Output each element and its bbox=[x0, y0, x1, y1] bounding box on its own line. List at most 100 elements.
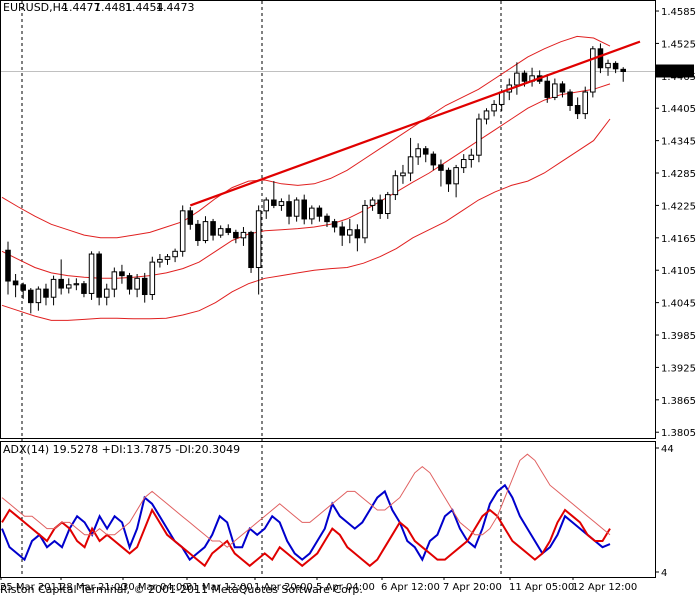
candle-body bbox=[240, 231, 247, 239]
candle bbox=[73, 278, 80, 291]
candle-body bbox=[400, 172, 406, 177]
candle-body bbox=[324, 215, 330, 223]
candle bbox=[597, 43, 604, 74]
price-tick-label: 1.4285 bbox=[661, 169, 696, 180]
time-tick-label: 1 Apr 20:00 bbox=[254, 582, 313, 593]
candle bbox=[415, 143, 421, 165]
candle bbox=[324, 213, 330, 228]
candle-body bbox=[468, 154, 475, 161]
candle bbox=[354, 224, 361, 252]
candle-body bbox=[263, 199, 270, 212]
candle bbox=[240, 227, 247, 246]
candle bbox=[50, 275, 57, 306]
candle-body bbox=[514, 72, 520, 86]
candle bbox=[612, 61, 619, 74]
candle-body bbox=[217, 228, 224, 236]
candle-body bbox=[119, 271, 125, 277]
candle bbox=[491, 100, 497, 117]
adx-panel-frame bbox=[0, 441, 656, 578]
candle-body bbox=[316, 207, 323, 217]
candle bbox=[43, 283, 49, 306]
candle bbox=[126, 272, 133, 295]
candle-body bbox=[438, 164, 444, 171]
candle-body bbox=[354, 229, 361, 239]
candle bbox=[605, 59, 611, 76]
candle bbox=[331, 218, 338, 233]
candle bbox=[187, 207, 194, 230]
candle bbox=[88, 251, 95, 300]
candle bbox=[316, 205, 323, 222]
price-tick-label: 1.4525 bbox=[661, 39, 696, 50]
candle-body bbox=[187, 210, 194, 225]
candle bbox=[574, 97, 581, 120]
price-tick-label: 1.4045 bbox=[661, 299, 696, 310]
candle-body bbox=[157, 258, 163, 263]
candle bbox=[111, 267, 118, 298]
price-tick-label: 1.3805 bbox=[661, 428, 696, 439]
adx-tick-label: 4 bbox=[661, 568, 667, 579]
candle bbox=[233, 229, 239, 244]
candle-body bbox=[255, 210, 262, 269]
candle bbox=[309, 205, 315, 225]
candle bbox=[422, 146, 429, 163]
candle bbox=[369, 197, 376, 211]
candle bbox=[620, 67, 626, 82]
candle bbox=[460, 154, 467, 174]
candle-body bbox=[605, 62, 611, 69]
candle bbox=[96, 251, 102, 306]
price-tick-label: 1.3865 bbox=[661, 396, 696, 407]
candle bbox=[248, 230, 254, 273]
trendline-line bbox=[189, 40, 641, 207]
candle-body bbox=[422, 148, 429, 155]
candle-body bbox=[179, 210, 186, 252]
candle bbox=[362, 200, 368, 244]
candle bbox=[339, 221, 345, 246]
candle-body bbox=[286, 201, 292, 217]
candle bbox=[202, 216, 209, 244]
time-tick-label: 31 Mar 12:00 bbox=[186, 582, 253, 593]
candle-body bbox=[293, 199, 300, 217]
candle-body bbox=[612, 62, 619, 70]
candle-body bbox=[445, 169, 452, 185]
candle-body bbox=[476, 118, 482, 156]
candle bbox=[514, 62, 520, 95]
adx-series-line bbox=[1, 453, 611, 548]
candle bbox=[179, 205, 186, 257]
candle-body bbox=[195, 223, 201, 242]
candle bbox=[400, 164, 406, 184]
candle-body bbox=[567, 91, 573, 107]
candle-body bbox=[202, 221, 209, 242]
candle-body bbox=[248, 231, 254, 269]
candle bbox=[20, 282, 26, 299]
candle bbox=[582, 86, 589, 120]
price-header-high: 1.4481 bbox=[94, 1, 133, 14]
candle-body bbox=[415, 148, 421, 158]
time-tick-label: 30 Mar 04:00 bbox=[122, 582, 189, 593]
time-tick-label: 5 Apr 04:00 bbox=[316, 582, 375, 593]
price-header-close: 1.4473 bbox=[156, 1, 195, 14]
candle bbox=[293, 197, 300, 222]
candle bbox=[438, 159, 444, 187]
candle bbox=[28, 288, 34, 314]
price-tick-label: 1.4225 bbox=[661, 201, 696, 212]
candle-body bbox=[12, 280, 19, 286]
time-tick-label: 12 Apr 12:00 bbox=[572, 582, 637, 593]
candle-body bbox=[331, 221, 338, 228]
candle-body bbox=[362, 204, 368, 239]
band-lower bbox=[1, 118, 611, 321]
candle-body bbox=[384, 194, 391, 215]
candle-body bbox=[5, 249, 11, 282]
candle-body bbox=[574, 105, 581, 115]
candle bbox=[255, 205, 262, 295]
band-upper bbox=[1, 35, 611, 239]
candle bbox=[468, 148, 475, 168]
candle-body bbox=[65, 284, 72, 289]
candle bbox=[12, 274, 19, 298]
candle-body bbox=[483, 110, 490, 120]
candle bbox=[35, 286, 42, 311]
candle-body bbox=[20, 284, 26, 291]
candle bbox=[157, 254, 163, 268]
candle-body bbox=[301, 199, 307, 220]
price-header-symbol: EURUSD,H4 bbox=[3, 1, 68, 14]
